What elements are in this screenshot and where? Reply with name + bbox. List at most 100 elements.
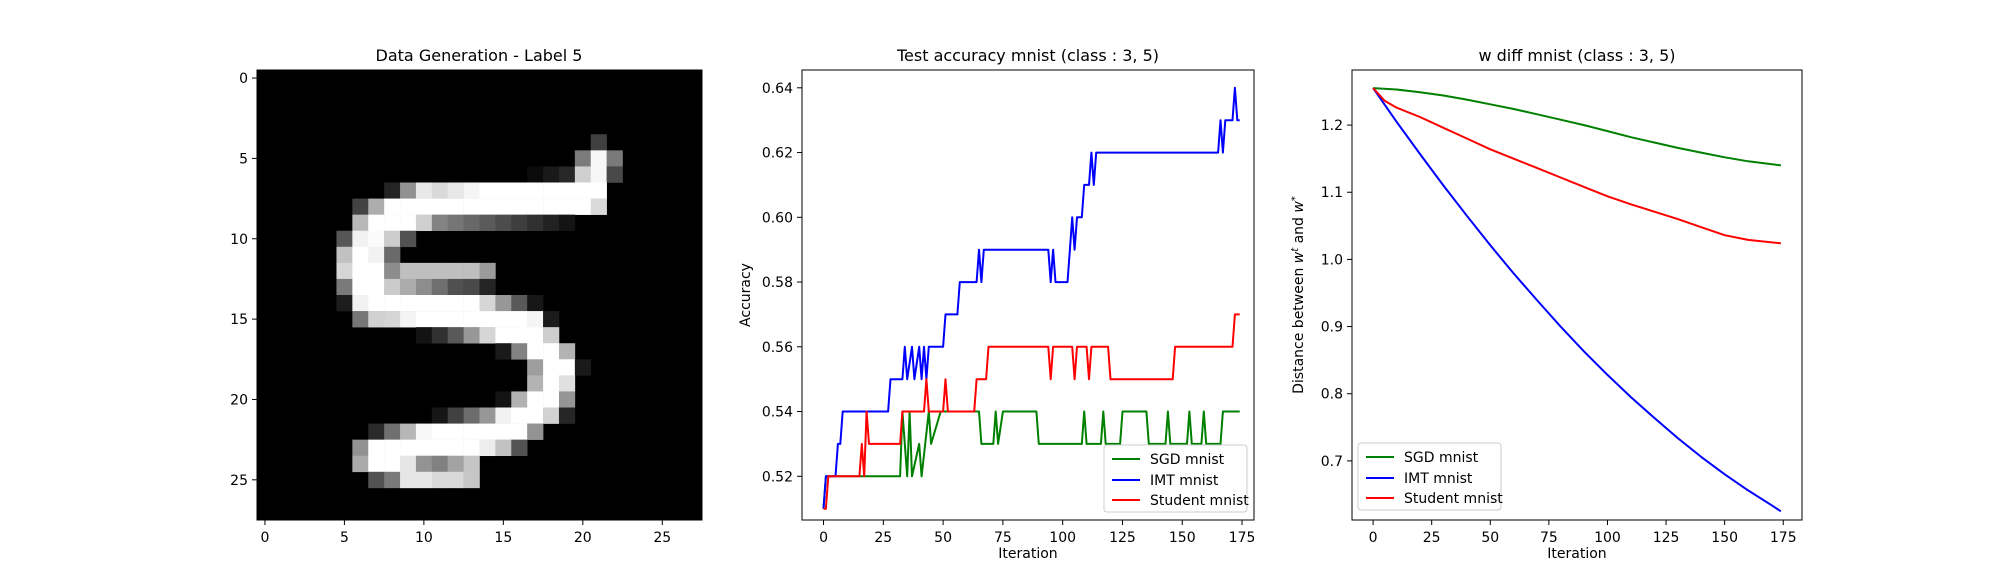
y-tick-label: 1.0 — [1321, 252, 1343, 268]
pixel-cell — [431, 455, 449, 473]
pixel-cell — [479, 423, 496, 440]
pixel-cell — [368, 439, 385, 457]
x-tick-label: 100 — [1594, 530, 1621, 546]
pixel-cell — [384, 439, 401, 457]
pixel-cell — [590, 198, 607, 215]
pixel-cell — [384, 230, 401, 248]
wdiff-x-label: Iteration — [1547, 546, 1606, 562]
pixel-cell — [574, 359, 592, 376]
pixel-cell — [368, 471, 385, 489]
pixel-cell — [415, 455, 433, 473]
pixel-cell — [511, 311, 528, 328]
pixel-cell — [479, 295, 496, 312]
pixel-cell — [384, 214, 401, 232]
accuracy-legend: SGD mnist IMT mnist Student mnist — [1103, 444, 1249, 513]
pixel-cell — [463, 311, 480, 328]
pixel-cell — [352, 278, 369, 296]
digit-image-ticks: 0 5 10 15 20 25 0 5 10 15 20 25 — [230, 71, 671, 546]
y-tick-label: 0.8 — [1321, 387, 1343, 403]
x-tick-label: 75 — [1540, 530, 1558, 546]
pixel-cell — [431, 262, 449, 280]
pixel-cell — [431, 471, 449, 489]
wdiff-legend-box — [1357, 442, 1502, 511]
pixel-cell — [368, 455, 385, 473]
y-tick-label: 0.64 — [762, 81, 793, 97]
pixel-cell — [400, 198, 417, 215]
pixel-cell — [336, 278, 353, 296]
pixel-cell — [447, 439, 464, 457]
pixel-cell — [543, 359, 560, 376]
pixel-cell — [447, 311, 464, 328]
pixel-cell — [415, 214, 433, 232]
pixel-cell — [431, 407, 449, 424]
pixel-cell — [495, 311, 512, 328]
pixel-cell — [511, 295, 528, 312]
pixel-cell — [352, 198, 369, 215]
pixel-cell — [431, 214, 449, 232]
pixel-cell — [415, 423, 433, 440]
pixel-cell — [368, 311, 385, 328]
x-tick-label: 150 — [1711, 530, 1738, 546]
y-tick-label: 5 — [239, 151, 248, 167]
pixel-cell — [352, 246, 369, 264]
pixel-cell — [431, 295, 449, 312]
x-tick-label: 175 — [1770, 530, 1797, 546]
y-tick-label: 1.1 — [1321, 185, 1343, 201]
wdiff-panel: w diff mnist (class : 3, 5) 0 25 50 75 100 12… — [1290, 46, 1803, 562]
pixel-cell — [511, 343, 528, 360]
pixel-cell — [543, 375, 560, 392]
pixel-cell — [431, 327, 449, 344]
pixel-cell — [495, 343, 512, 360]
pixel-cell — [463, 471, 480, 489]
pixel-cell — [479, 182, 496, 199]
wdiff-legend: SGD mnist IMT mnist Student mnist — [1357, 442, 1503, 511]
pixel-cell — [463, 423, 480, 440]
pixel-cell — [558, 198, 576, 215]
wdiff-x-label-text: Iteration — [1547, 546, 1606, 562]
pixel-cell — [495, 439, 512, 457]
pixel-cell — [384, 182, 401, 199]
pixel-cell — [384, 423, 401, 440]
series-line-student-mnist — [1372, 87, 1782, 245]
pixel-cell — [400, 455, 417, 473]
accuracy-y-label: Accuracy — [738, 263, 754, 327]
pixel-cell — [368, 295, 385, 312]
pixel-cell — [606, 150, 623, 167]
x-tick-label: 15 — [494, 530, 512, 546]
pixel-cell — [558, 375, 576, 392]
legend-label-sgd: SGD mnist — [1150, 452, 1225, 468]
pixel-cell — [495, 423, 512, 440]
pixel-cell — [479, 262, 496, 280]
digit-image-panel: Data Generation - Label 5 0 5 10 15 20 25 0 5 10… — [230, 46, 703, 546]
pixel-cell — [400, 295, 417, 312]
pixel-cell — [543, 391, 560, 408]
pixel-cell — [431, 198, 449, 215]
legend-label-imt: IMT mnist — [1150, 473, 1219, 489]
wdiff-y-label: Distance between wt and w* — [1290, 196, 1308, 394]
pixel-cell — [527, 423, 544, 440]
y-tick-label: 0.52 — [762, 469, 793, 485]
pixel-cell — [400, 278, 417, 296]
pixel-cell — [495, 182, 512, 199]
pixel-cell — [352, 214, 369, 232]
pixel-cell — [479, 439, 496, 457]
pixel-cell — [463, 439, 480, 457]
pixel-cell — [463, 262, 480, 280]
pixel-cell — [368, 262, 385, 280]
x-tick-label: 150 — [1169, 530, 1196, 546]
pixel-cell — [368, 246, 385, 264]
pixel-cell — [400, 311, 417, 328]
y-tick-label: 20 — [230, 392, 248, 408]
pixel-cell — [415, 182, 433, 199]
pixel-cell — [431, 278, 449, 296]
pixel-cell — [558, 214, 576, 232]
pixel-cell — [384, 471, 401, 489]
x-tick-label: 0 — [260, 530, 269, 546]
wdiff-plot-frame — [1351, 69, 1803, 521]
pixel-cell — [543, 311, 560, 328]
pixel-cell — [527, 327, 544, 344]
pixel-cell — [336, 262, 353, 280]
pixel-cell — [543, 214, 560, 232]
pixel-cell — [558, 391, 576, 408]
pixel-cell — [463, 182, 480, 199]
